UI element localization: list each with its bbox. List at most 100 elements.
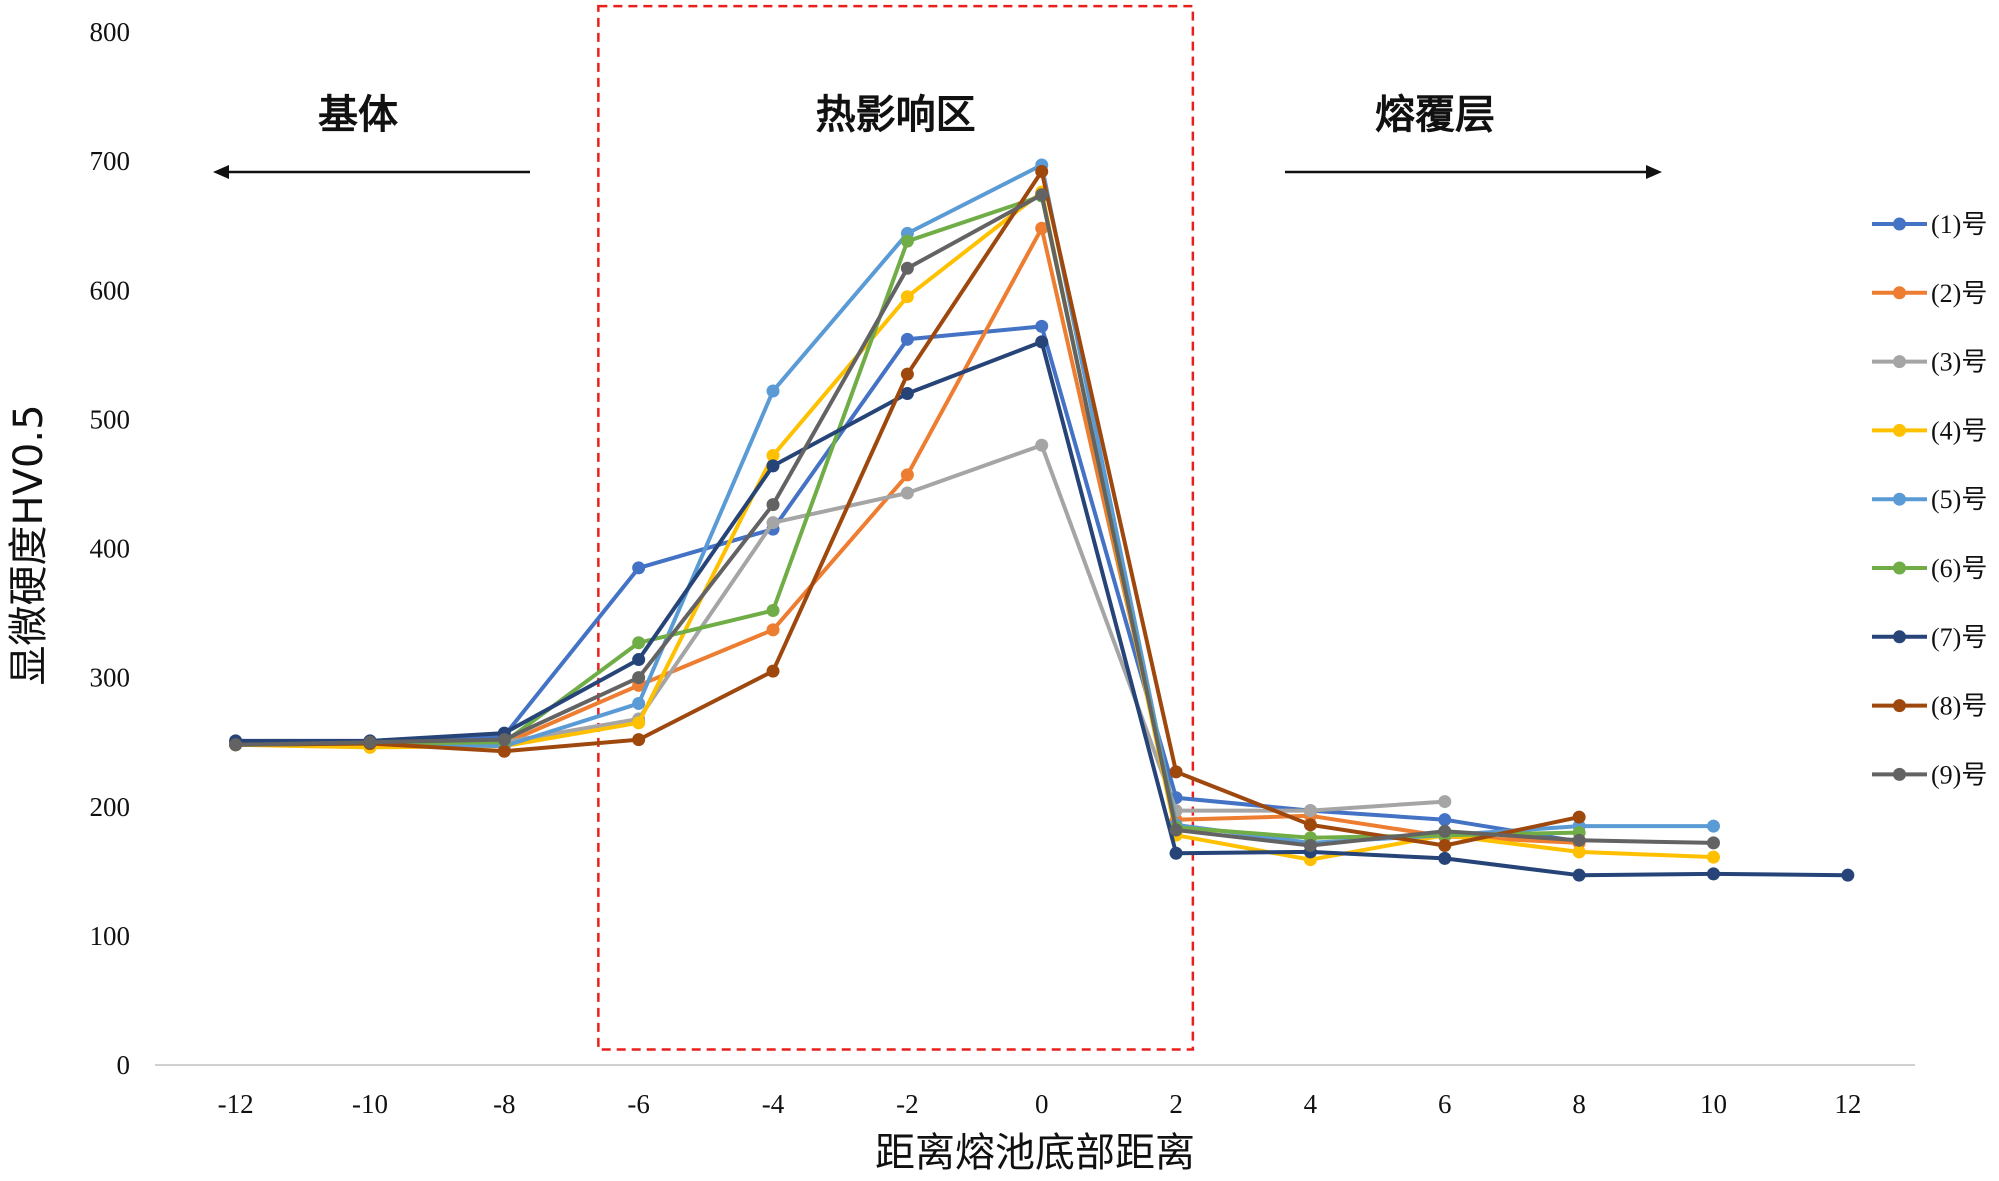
legend-item: (6)号 [1872,554,1987,583]
legend-marker [1893,286,1906,300]
legend-marker [1893,423,1906,437]
data-point [900,387,914,401]
x-tick-label: 4 [1304,1089,1318,1119]
series-line [235,339,1848,878]
data-point [1169,765,1183,779]
x-tick-label: 12 [1834,1089,1861,1119]
data-point [632,636,646,650]
data-point [1035,221,1049,235]
data-point [1035,164,1049,178]
legend-label: (6)号 [1931,554,1987,583]
legend-label: (5)号 [1931,485,1987,514]
data-point [632,653,646,667]
series-2 [229,221,1586,850]
data-point [632,733,646,747]
data-point [766,449,780,463]
data-point [766,498,780,512]
legend-marker [1893,492,1906,506]
x-tick-label: -2 [896,1089,919,1119]
data-point [363,735,377,749]
data-point [632,696,646,710]
data-point [1035,335,1049,349]
region-label-cladding-layer: 熔覆层 [1375,92,1495,138]
series-line [235,324,1580,844]
heat-affected-zone-box [597,4,1195,1051]
region-label-heat-affected-zone: 热影响区 [816,92,976,138]
y-tick-label: 0 [117,1050,131,1080]
data-point [1572,868,1586,882]
legend-label: (9)号 [1931,760,1987,789]
y-tick-label: 700 [90,146,131,176]
legend-item: (2)号 [1872,279,1987,308]
data-point [900,367,914,381]
legend-label: (1)号 [1931,210,1987,239]
x-tick-label: -10 [352,1089,388,1119]
y-tick-label: 400 [90,534,131,564]
x-tick-label: -6 [627,1089,650,1119]
legend-marker [1893,217,1906,231]
region-layer: 基体 热影响区 熔覆层 [213,4,1662,1051]
legend-marker [1893,630,1906,644]
data-point [766,459,780,473]
data-point [229,738,243,752]
y-tick-label: 300 [90,663,131,693]
data-point [1706,819,1720,833]
x-tick-label: 6 [1438,1089,1452,1119]
legend-item: (9)号 [1872,760,1987,789]
x-tick-label: -8 [493,1089,516,1119]
data-point [1169,846,1183,860]
series-line [235,192,1714,848]
data-point [1035,438,1049,452]
y-tick-label: 100 [90,921,131,951]
series-line [235,226,1580,845]
data-point [1572,845,1586,859]
axes-layer: -12 -10 -8 -6 -4 -2 0 2 4 6 8 10 12 0 100 200 300 400 500… [6,17,1915,1176]
data-point [1169,823,1183,837]
x-tick-label: 8 [1572,1089,1586,1119]
x-tick-label: 10 [1700,1089,1727,1119]
series-7 [229,335,1855,882]
legend-marker [1893,767,1906,781]
data-point [1303,804,1317,818]
data-point [1706,836,1720,850]
data-point [766,664,780,678]
data-point [1706,867,1720,881]
legend-marker [1893,699,1906,713]
data-point [900,234,914,248]
data-point [1438,851,1452,865]
y-tick-label: 200 [90,792,131,822]
data-point [632,716,646,730]
data-point [1572,810,1586,824]
x-tick-label: 2 [1169,1089,1183,1119]
data-point [497,733,511,747]
y-tick-labels: 0 100 200 300 400 500 600 700 800 [90,17,131,1080]
data-point [1572,833,1586,847]
legend-item: (1)号 [1872,210,1987,239]
data-point [1706,850,1720,864]
data-point [900,290,914,304]
series-line [235,443,1445,813]
legend-item: (3)号 [1872,348,1987,377]
y-axis-title: 显微硬度HV0.5 [6,404,52,685]
legend-label: (2)号 [1931,279,1987,308]
series-4 [229,185,1720,867]
data-point [900,332,914,346]
series-line [235,190,1714,862]
series-5 [229,158,1720,850]
data-point [497,744,511,758]
legend-item: (4)号 [1872,416,1987,445]
legend-label: (8)号 [1931,692,1987,721]
data-point [900,468,914,482]
data-point [766,603,780,617]
data-point [766,516,780,530]
data-point [1303,838,1317,852]
data-point [1841,868,1855,882]
x-axis-title: 距离熔池底部距离 [875,1130,1195,1176]
y-tick-label: 500 [90,404,131,434]
data-point [766,623,780,637]
right-arrow [1285,165,1662,179]
data-point [900,486,914,500]
data-point [1438,813,1452,827]
legend-item: (5)号 [1872,485,1987,514]
